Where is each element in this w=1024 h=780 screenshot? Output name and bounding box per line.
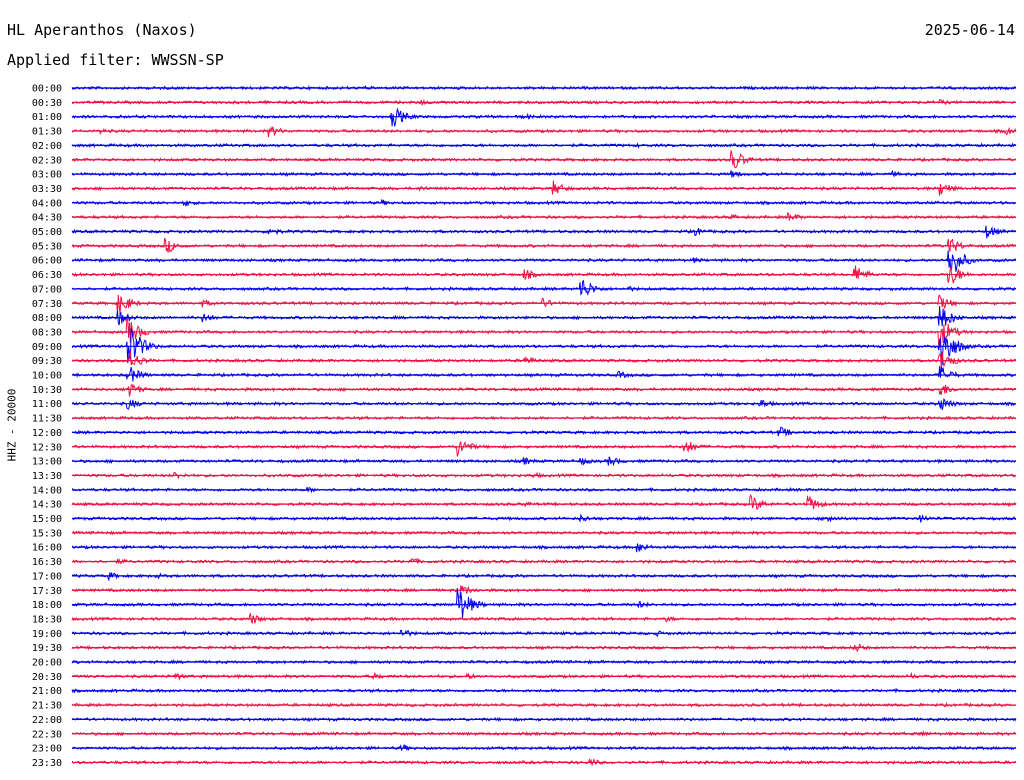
time-label: 21:00: [32, 686, 62, 697]
time-label: 09:30: [32, 356, 62, 367]
time-label: 13:00: [32, 457, 62, 468]
time-label: 00:00: [32, 84, 62, 95]
time-label: 17:30: [32, 586, 62, 597]
trace-line: [71, 543, 1017, 553]
trace-line: [71, 279, 1017, 296]
trace-line: [71, 398, 1017, 411]
trace-line: [71, 237, 1017, 253]
time-label: 04:30: [32, 213, 62, 224]
time-label: 01:30: [32, 127, 62, 138]
date-label: 2025-06-14: [924, 21, 1015, 39]
time-label: 22:30: [32, 729, 62, 740]
time-label: 06:30: [32, 270, 62, 281]
trace-line: [71, 493, 1017, 510]
time-label: 06:00: [32, 256, 62, 267]
time-label: 11:30: [32, 414, 62, 425]
time-label: 04:00: [32, 198, 62, 209]
time-label: 15:30: [32, 528, 62, 539]
time-label: 23:30: [32, 758, 62, 769]
time-label: 15:00: [32, 514, 62, 525]
time-label: 08:30: [32, 327, 62, 338]
time-label: 13:30: [32, 471, 62, 482]
trace-line: [71, 585, 1017, 599]
time-label: 21:30: [32, 701, 62, 712]
trace-line: [71, 305, 1017, 327]
time-label: 16:00: [32, 543, 62, 554]
time-label: 02:00: [32, 141, 62, 152]
time-label: 03:00: [32, 170, 62, 181]
trace-line: [71, 294, 1017, 315]
time-label: 09:00: [32, 342, 62, 353]
trace-line: [72, 383, 1017, 397]
trace-line: [71, 587, 1017, 619]
trace-line: [71, 107, 1017, 127]
time-label: 02:30: [32, 155, 62, 166]
filter-label: Applied filter: WWSSN-SP: [7, 51, 224, 69]
time-label: 05:30: [32, 241, 62, 252]
station-title: HL Aperanthos (Naxos): [7, 21, 197, 39]
time-label: 16:30: [32, 557, 62, 568]
time-label: 01:00: [32, 112, 62, 123]
time-label: 10:30: [32, 385, 62, 396]
time-label: 08:00: [32, 313, 62, 324]
trace-line: [71, 426, 1017, 438]
time-label: 17:00: [32, 571, 62, 582]
trace-line: [71, 250, 1017, 272]
time-label: 05:00: [32, 227, 62, 238]
time-label: 00:30: [32, 98, 62, 109]
time-label: 20:00: [32, 658, 62, 669]
trace-line: [71, 318, 1017, 349]
time-label: 14:00: [32, 485, 62, 496]
time-label: 10:00: [32, 371, 62, 382]
trace-line: [71, 126, 1017, 137]
time-label: 23:00: [32, 744, 62, 755]
time-label: 18:00: [32, 600, 62, 611]
time-label: 12:00: [32, 428, 62, 439]
time-label: 22:00: [32, 715, 62, 726]
time-label: 19:00: [32, 629, 62, 640]
trace-line: [71, 150, 1017, 169]
trace-line: [71, 440, 1017, 457]
time-label: 20:30: [32, 672, 62, 683]
trace-line: [71, 365, 1017, 382]
time-label: 12:30: [32, 442, 62, 453]
time-label: 03:30: [32, 184, 62, 195]
time-label: 14:30: [32, 500, 62, 511]
time-label: 11:00: [32, 399, 62, 410]
time-label: 07:30: [32, 299, 62, 310]
time-label: 07:00: [32, 284, 62, 295]
time-label: 18:30: [32, 614, 62, 625]
time-label: 19:30: [32, 643, 62, 654]
